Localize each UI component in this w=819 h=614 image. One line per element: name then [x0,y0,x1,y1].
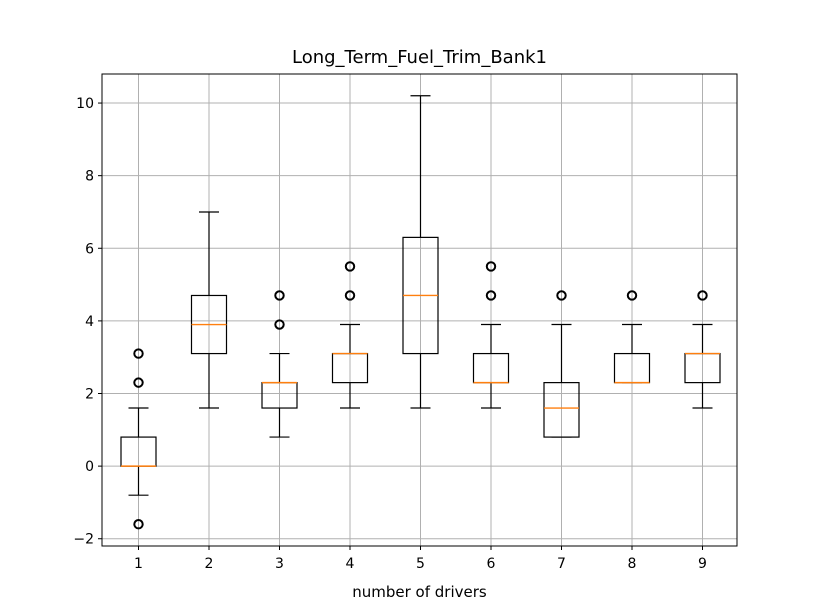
y-tick-label: 2 [85,387,94,403]
box-group-8 [613,290,651,384]
x-tick-label: 4 [346,556,355,572]
y-tick-label: 10 [76,96,94,112]
x-tick-label: 8 [628,556,637,572]
box-group-5 [402,95,439,409]
chart-title: Long_Term_Fuel_Trim_Bank1 [292,47,547,68]
x-tick-label: 9 [698,556,707,572]
y-tick-label: 6 [85,241,94,257]
outlier-point [485,290,497,301]
x-tick-label: 3 [275,556,284,572]
outlier-point [274,319,285,330]
outlier-point [274,290,285,301]
box-group-1 [120,348,157,530]
outlier-point [344,261,356,272]
plot-frame [101,73,738,547]
y-tick-label: 8 [85,169,94,185]
outlier-point [485,261,497,272]
y-tick-label: −2 [73,532,94,548]
y-tick-label: 0 [85,459,94,475]
outlier-point [133,519,144,530]
box-group-4 [331,261,369,409]
x-tick-label: 5 [416,556,425,572]
outlier-point [626,290,638,301]
x-axis-label: number of drivers [352,583,487,601]
x-tick-label: 2 [205,556,214,572]
outlier-point [344,290,356,301]
outlier-point [133,377,144,388]
x-tick-label: 1 [134,556,143,572]
x-tick-label: 6 [487,556,496,572]
iqr-box [543,382,580,438]
y-tick-label: 4 [85,314,94,330]
box-group-7 [543,290,580,438]
x-tick-label: 7 [557,556,566,572]
box-group-6 [472,261,510,409]
outlier-point [556,290,567,301]
box-group-2 [190,211,228,409]
box-plots [120,95,721,530]
box-group-9 [684,290,721,409]
outlier-point [697,290,708,301]
box-group-3 [261,290,298,438]
outlier-point [133,348,144,359]
